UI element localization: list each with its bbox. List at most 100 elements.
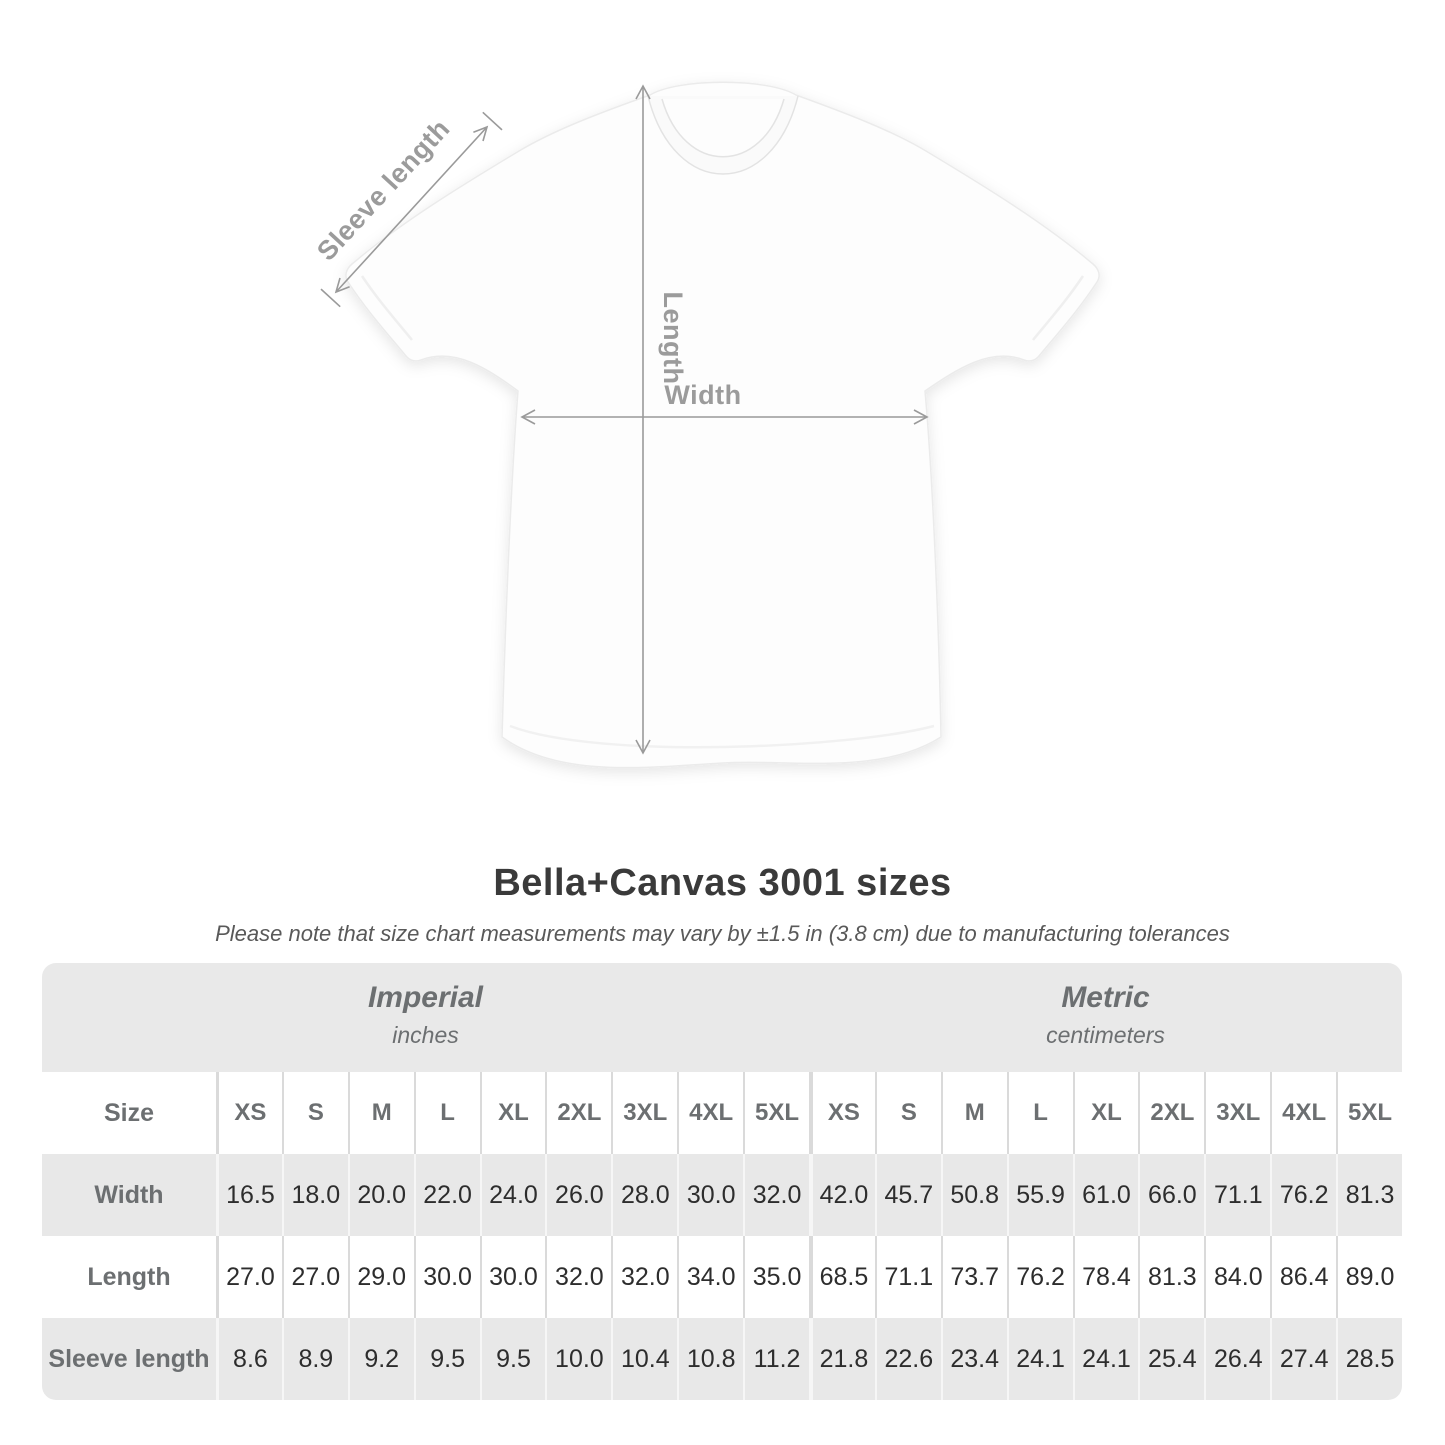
section-unit: inches bbox=[392, 1021, 459, 1048]
imperial-value: 27.0 bbox=[281, 1236, 348, 1318]
metric-value: 24.1 bbox=[1072, 1318, 1139, 1400]
imperial-value: 16.5 bbox=[216, 1154, 282, 1236]
metric-value: 27.4 bbox=[1270, 1318, 1336, 1400]
row-label: Width bbox=[94, 1180, 164, 1209]
length-label: Length bbox=[658, 292, 688, 385]
length-arrow bbox=[635, 84, 651, 755]
metric-value: 81.3 bbox=[1138, 1236, 1204, 1318]
imperial-value: 24.0 bbox=[479, 1154, 546, 1236]
metric-value: 71.1 bbox=[874, 1236, 941, 1318]
size-header-imperial: 5XL bbox=[743, 1072, 809, 1154]
metric-value: 28.5 bbox=[1336, 1318, 1402, 1400]
metric-value: 50.8 bbox=[940, 1154, 1007, 1236]
size-chart-table: Imperial inches Metric centimeters Size X… bbox=[42, 963, 1402, 1400]
metric-value: 76.2 bbox=[1270, 1154, 1336, 1236]
metric-value: 55.9 bbox=[1006, 1154, 1073, 1236]
collar-inner bbox=[661, 98, 785, 158]
size-header-metric: M bbox=[940, 1072, 1007, 1154]
size-header-imperial: XS bbox=[216, 1072, 282, 1154]
imperial-value: 9.5 bbox=[413, 1318, 480, 1400]
imperial-value: 10.4 bbox=[611, 1318, 677, 1400]
tshirt-diagram: Width Length Sleeve length bbox=[311, 81, 1100, 769]
metric-value: 68.5 bbox=[808, 1236, 875, 1318]
imperial-value: 35.0 bbox=[743, 1236, 809, 1318]
imperial-value: 18.0 bbox=[281, 1154, 348, 1236]
page-title: Bella+Canvas 3001 sizes bbox=[493, 862, 952, 904]
imperial-value: 32.0 bbox=[611, 1236, 677, 1318]
section-name: Metric bbox=[1061, 980, 1150, 1014]
imperial-value: 32.0 bbox=[545, 1236, 611, 1318]
metric-value: 42.0 bbox=[808, 1154, 875, 1236]
size-header-metric: 5XL bbox=[1336, 1072, 1402, 1154]
size-tolerance-note: Please note that size chart measurements… bbox=[215, 921, 1230, 946]
metric-value: 89.0 bbox=[1336, 1236, 1402, 1318]
measurement-row: Sleeve length 8.6 8.9 9.2 9.5 9.5 10.0 10.4 10.8… bbox=[42, 1318, 1402, 1400]
metric-value: 73.7 bbox=[940, 1236, 1007, 1318]
imperial-value: 34.0 bbox=[677, 1236, 743, 1318]
width-label: Width bbox=[664, 380, 741, 410]
metric-value: 78.4 bbox=[1072, 1236, 1139, 1318]
tshirt-graphic: Width Length Sleeve length bbox=[311, 81, 1100, 769]
size-header-imperial: 3XL bbox=[611, 1072, 677, 1154]
metric-value: 25.4 bbox=[1138, 1318, 1204, 1400]
metric-value: 24.1 bbox=[1006, 1318, 1073, 1400]
width-arrow bbox=[520, 409, 929, 425]
unit-sections-band: Imperial inches Metric centimeters bbox=[42, 963, 1402, 1072]
imperial-value: 8.6 bbox=[216, 1318, 282, 1400]
imperial-value: 9.5 bbox=[479, 1318, 546, 1400]
size-header-imperial: 4XL bbox=[677, 1072, 743, 1154]
size-header-imperial: S bbox=[281, 1072, 348, 1154]
imperial-value: 26.0 bbox=[545, 1154, 611, 1236]
imperial-value: 27.0 bbox=[216, 1236, 282, 1318]
metric-value: 84.0 bbox=[1204, 1236, 1270, 1318]
size-header-metric: XS bbox=[808, 1072, 875, 1154]
imperial-value: 9.2 bbox=[347, 1318, 414, 1400]
size-header-metric: 2XL bbox=[1138, 1072, 1204, 1154]
row-label: Sleeve length bbox=[48, 1344, 210, 1373]
row-label: Length bbox=[87, 1262, 171, 1291]
metric-value: 86.4 bbox=[1270, 1236, 1336, 1318]
metric-value: 21.8 bbox=[808, 1318, 875, 1400]
imperial-value: 32.0 bbox=[743, 1154, 809, 1236]
metric-value: 71.1 bbox=[1204, 1154, 1270, 1236]
imperial-value: 29.0 bbox=[347, 1236, 414, 1318]
size-header-metric: 3XL bbox=[1204, 1072, 1270, 1154]
metric-section-header: Metric centimeters bbox=[809, 963, 1402, 1072]
imperial-value: 30.0 bbox=[677, 1154, 743, 1236]
size-header-imperial: M bbox=[347, 1072, 414, 1154]
metric-value: 45.7 bbox=[874, 1154, 941, 1236]
imperial-value: 30.0 bbox=[413, 1236, 480, 1318]
metric-value: 76.2 bbox=[1006, 1236, 1073, 1318]
size-header-metric: XL bbox=[1072, 1072, 1139, 1154]
size-header-row: Size XS S M L XL 2XL 3XL 4XL 5XL XS S M L XL 2XL 3XL 4XL 5… bbox=[42, 1072, 1402, 1154]
measurement-row: Length 27.0 27.0 29.0 30.0 30.0 32.0 32.0 34.0 35… bbox=[42, 1236, 1402, 1318]
metric-value: 26.4 bbox=[1204, 1318, 1270, 1400]
imperial-value: 20.0 bbox=[347, 1154, 414, 1236]
imperial-value: 30.0 bbox=[479, 1236, 546, 1318]
size-header-metric: 4XL bbox=[1270, 1072, 1336, 1154]
size-header-metric: S bbox=[874, 1072, 941, 1154]
sleeve-length-arrow bbox=[320, 111, 503, 308]
size-column-header: Size bbox=[103, 1098, 155, 1127]
measurement-row: Width 16.5 18.0 20.0 22.0 24.0 26.0 28.0 30.0 32.… bbox=[42, 1154, 1402, 1236]
size-header-imperial: 2XL bbox=[545, 1072, 611, 1154]
metric-value: 66.0 bbox=[1138, 1154, 1204, 1236]
imperial-value: 11.2 bbox=[743, 1318, 809, 1400]
metric-value: 61.0 bbox=[1072, 1154, 1139, 1236]
imperial-value: 10.0 bbox=[545, 1318, 611, 1400]
imperial-value: 10.8 bbox=[677, 1318, 743, 1400]
table-rows: Size XS S M L XL 2XL 3XL 4XL 5XL XS S M L XL 2XL 3XL 4XL 5… bbox=[42, 1072, 1402, 1400]
size-header-metric: L bbox=[1006, 1072, 1073, 1154]
tshirt-silhouette bbox=[345, 81, 1100, 769]
section-name: Imperial bbox=[367, 980, 484, 1014]
section-unit: centimeters bbox=[1046, 1021, 1165, 1048]
size-header-imperial: XL bbox=[479, 1072, 546, 1154]
metric-value: 22.6 bbox=[874, 1318, 941, 1400]
imperial-section-header: Imperial inches bbox=[42, 963, 809, 1072]
metric-value: 81.3 bbox=[1336, 1154, 1402, 1236]
imperial-value: 8.9 bbox=[281, 1318, 348, 1400]
imperial-value: 22.0 bbox=[413, 1154, 480, 1236]
imperial-value: 28.0 bbox=[611, 1154, 677, 1236]
size-header-imperial: L bbox=[413, 1072, 480, 1154]
